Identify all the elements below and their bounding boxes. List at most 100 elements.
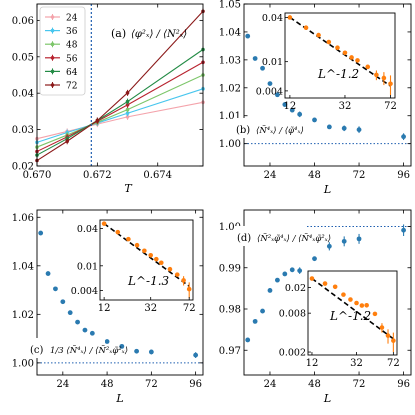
- inset-data-point: [142, 248, 147, 254]
- inset-plot: 12 32 72 0.004 0.01 0.04 L^-1.3: [71, 219, 196, 314]
- inset-data-point: [101, 221, 107, 226]
- fit-exponent-label: L^-1.2: [317, 67, 359, 81]
- panel-formula: ⟨Ñ⁴ₓ⟩ / ⟨φ̃⁴ₓ⟩: [256, 124, 304, 136]
- inset-data-point: [134, 242, 140, 248]
- data-point: [356, 236, 362, 242]
- plot-frame: [36, 209, 204, 376]
- y-tick-label: 0.03: [12, 125, 34, 136]
- plot-frame: [243, 209, 412, 376]
- data-point: [401, 134, 406, 140]
- series-point: [95, 118, 100, 123]
- data-point: [401, 227, 406, 233]
- x-tick-label: 48: [308, 170, 321, 181]
- inset-data-point: [326, 39, 332, 45]
- inset-data-point: [148, 252, 153, 258]
- legend-entry: 64: [66, 68, 78, 78]
- data-point: [289, 107, 295, 113]
- series-line: [36, 88, 204, 143]
- x-tick-label: 72: [145, 379, 158, 390]
- x-axis-label: L: [323, 183, 331, 196]
- legend-entry: 36: [66, 27, 78, 37]
- legend-swatch-marker: [50, 28, 55, 33]
- data-point: [341, 238, 347, 244]
- inset-y-tick-label: 0.01: [77, 261, 98, 272]
- inset-x-tick-label: 32: [144, 303, 157, 314]
- series-line: [36, 101, 204, 140]
- inset-data-point: [287, 15, 293, 20]
- inset-data-point: [335, 45, 340, 50]
- inset-y-tick-label: 0.008: [279, 309, 306, 320]
- panel-d: 24 48 72 96 0.97 0.98 0.99 1.00 L (d) ⟨Ñ²ₓφ̃⁴ₓ⟩ / …: [219, 209, 412, 405]
- y-tick-label: 1.02: [219, 83, 241, 94]
- series-point: [125, 111, 130, 116]
- data-point: [245, 33, 251, 39]
- panel-a: 0.670 0.672 0.674 0.02 0.03 0.04 0.05 0.06 T 24 36…: [12, 3, 205, 195]
- data-point: [260, 308, 265, 314]
- data-point: [252, 56, 258, 61]
- series-point: [65, 139, 69, 144]
- inset-data-point: [391, 338, 396, 343]
- x-tick-label: 48: [308, 379, 321, 390]
- y-tick-label: 0.97: [219, 346, 241, 357]
- panel-label: (c): [30, 345, 44, 356]
- inset-data-point: [388, 81, 393, 87]
- data-point: [252, 318, 258, 324]
- inset-background: [308, 271, 397, 355]
- inset-data-point: [348, 297, 353, 302]
- y-tick-label: 1.06: [12, 213, 34, 224]
- inset-data-point: [322, 281, 328, 286]
- legend-entry: 56: [66, 54, 78, 64]
- panel-b: 24 48 72 96 1.00 1.01 1.02 1.03 1.04 1.05 L (b) ⟨Ñ⁴ₓ…: [219, 0, 412, 196]
- inset-data-point: [186, 286, 192, 292]
- x-axis-label: L: [115, 392, 123, 405]
- inset-plot: 12 32 72 0.004 0.01 0.04 L^-1.2: [256, 12, 397, 112]
- x-tick-label: 24: [56, 379, 69, 390]
- x-tick-label: 48: [101, 379, 114, 390]
- inset-data-point: [158, 260, 164, 266]
- inset-y-tick-label: 0.04: [77, 224, 98, 235]
- y-tick-label: 1.00: [12, 358, 34, 369]
- plot-frame: [36, 3, 204, 167]
- inset-data-point: [174, 272, 180, 277]
- panel-formula: ⟨Ñ²ₓφ̃⁴ₓ⟩ / ⟨Ñ⁴ₓφ̃²ₓ⟩: [257, 232, 331, 244]
- data-point: [119, 343, 125, 349]
- inset-data-point: [303, 25, 309, 31]
- x-tick-label: 96: [397, 379, 410, 390]
- inset-y-tick-label: 0.02: [285, 283, 306, 294]
- inset-data-point: [374, 72, 379, 78]
- legend-swatch-marker: [50, 56, 55, 60]
- inset-data-point: [341, 292, 346, 297]
- panel-c: 24 48 72 96 1.00 1.02 1.04 1.06 L (c) 1/3 ⟨Ñ⁴ₓ⟩ / …: [12, 209, 204, 405]
- y-tick-label: 1.02: [12, 310, 34, 321]
- x-tick-label: 0.670: [23, 170, 52, 181]
- inset-data-point: [364, 302, 369, 308]
- legend: 24 36 48 56 64 72: [39, 6, 86, 96]
- x-tick-label: 0.672: [83, 170, 112, 181]
- data-point: [297, 268, 303, 274]
- data-point: [282, 102, 288, 107]
- inset-x-tick-label: 32: [339, 101, 352, 112]
- x-tick-label: 24: [264, 379, 277, 390]
- data-point: [193, 352, 199, 358]
- legend-box: [39, 6, 86, 96]
- x-tick-label: 96: [189, 379, 202, 390]
- inset-x-tick-label: 32: [350, 358, 363, 369]
- inset-y-tick-label: 0.04: [262, 13, 283, 24]
- legend-entry: 24: [66, 14, 78, 24]
- inset-data-point: [355, 58, 360, 63]
- inset-data-point: [381, 75, 387, 81]
- x-tick-label: 96: [397, 170, 410, 181]
- label-backdrop: [234, 226, 306, 246]
- data-point: [326, 243, 332, 249]
- inset-data-point: [349, 55, 354, 60]
- inset-data-point: [167, 266, 173, 272]
- y-tick-label: 1.04: [12, 261, 34, 272]
- inset-data-point: [354, 300, 359, 306]
- inset-background: [100, 220, 193, 300]
- inset-y-tick-label: 0.004: [256, 86, 283, 97]
- y-tick-label: 0.06: [12, 16, 34, 27]
- inset-data-point: [342, 50, 348, 56]
- y-tick-label: 0.02: [12, 162, 34, 173]
- label-backdrop: [27, 338, 105, 358]
